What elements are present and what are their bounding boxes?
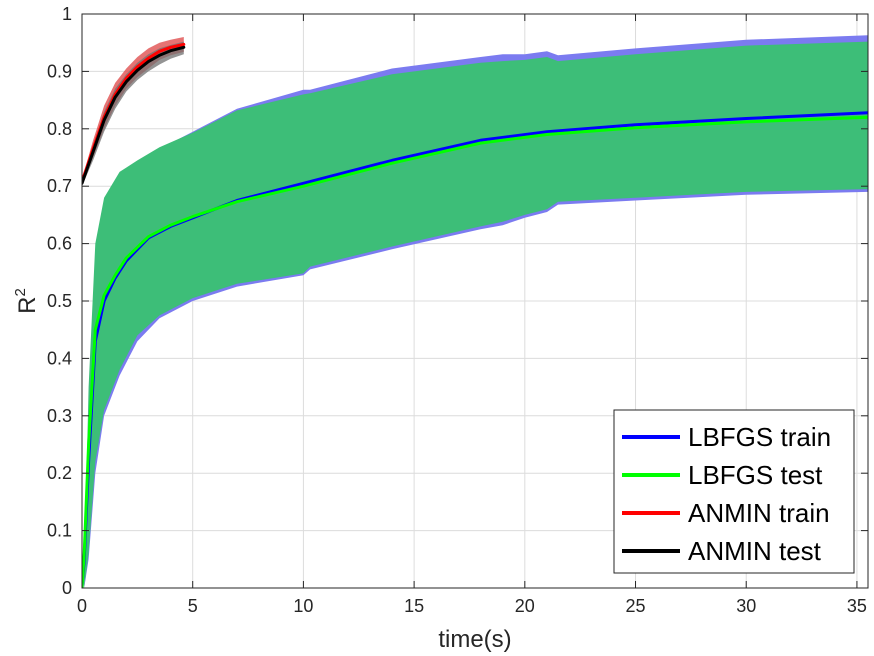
y-tick-label: 0.7 bbox=[47, 176, 72, 196]
legend-label: LBFGS test bbox=[688, 460, 823, 490]
y-axis-label-superscript: 2 bbox=[12, 288, 29, 296]
y-axis-label: R2 bbox=[12, 288, 41, 314]
y-tick-label: 0 bbox=[62, 578, 72, 598]
legend: LBFGS train LBFGS test ANMIN train ANMIN te… bbox=[613, 409, 855, 574]
y-tick-label: 0.8 bbox=[47, 119, 72, 139]
lbfgs-test-line bbox=[82, 115, 868, 588]
x-tick-label: 0 bbox=[77, 596, 87, 616]
series-lines bbox=[82, 42, 868, 588]
axis-ticks bbox=[81, 13, 868, 589]
y-tick-label: 0.6 bbox=[47, 234, 72, 254]
y-tick-label: 0.5 bbox=[47, 291, 72, 311]
lbfgs-test-band bbox=[84, 41, 868, 588]
y-tick-label: 0.1 bbox=[47, 521, 72, 541]
y-tick-label: 0.2 bbox=[47, 463, 72, 483]
y-tick-label: 0.3 bbox=[47, 406, 72, 426]
legend-label: LBFGS train bbox=[688, 422, 831, 452]
x-tick-labels: 0 5 10 15 20 25 30 35 bbox=[77, 596, 867, 616]
x-tick-label: 10 bbox=[293, 596, 313, 616]
y-tick-label: 0.4 bbox=[47, 348, 72, 368]
legend-label: ANMIN train bbox=[688, 498, 830, 528]
y-tick-label: 1 bbox=[62, 4, 72, 24]
legend-label: ANMIN test bbox=[688, 536, 822, 566]
anmin-test-line bbox=[82, 45, 186, 185]
svg-text:R2: R2 bbox=[12, 288, 41, 314]
x-tick-label: 35 bbox=[847, 596, 867, 616]
x-axis-label: time(s) bbox=[438, 626, 511, 653]
x-tick-label: 5 bbox=[188, 596, 198, 616]
y-tick-labels: 0 0.1 0.2 0.3 0.4 0.5 0.6 0.7 0.8 0.9 1 bbox=[47, 4, 72, 598]
x-tick-label: 15 bbox=[404, 596, 424, 616]
y-axis-label-main: R bbox=[14, 297, 41, 314]
x-tick-label: 20 bbox=[515, 596, 535, 616]
x-tick-label: 30 bbox=[736, 596, 756, 616]
y-tick-label: 0.9 bbox=[47, 61, 72, 81]
x-tick-label: 25 bbox=[626, 596, 646, 616]
